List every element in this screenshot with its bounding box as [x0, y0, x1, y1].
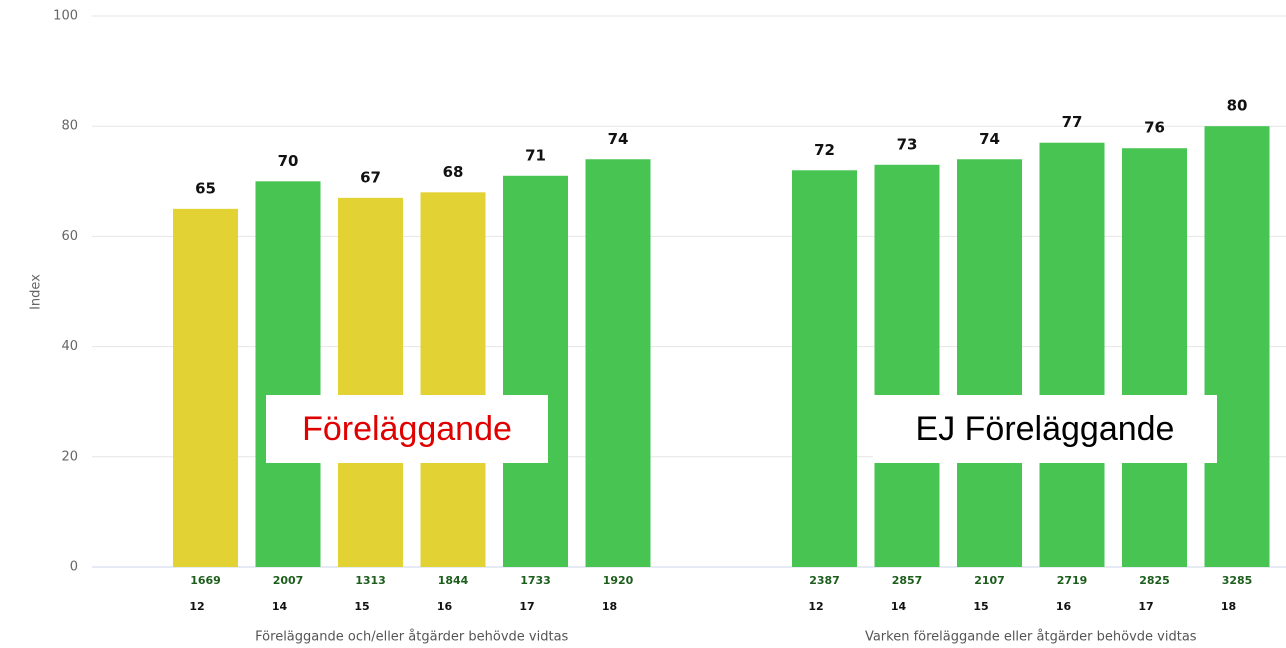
count-label: 1669	[190, 574, 221, 587]
value-label: 74	[608, 130, 629, 148]
value-label: 76	[1144, 119, 1165, 137]
bar	[874, 164, 940, 567]
count-label: 1313	[355, 574, 386, 587]
y-tick-label: 20	[61, 449, 78, 464]
annotation: Föreläggande	[302, 410, 512, 448]
x-tick-label: 18	[602, 600, 617, 613]
count-label: 2107	[974, 574, 1005, 587]
bar	[1122, 148, 1187, 568]
x-tick-label: 15	[354, 600, 369, 613]
count-label: 1733	[520, 574, 551, 587]
bar	[585, 159, 651, 567]
group-label: Föreläggande och/eller åtgärder behövde …	[255, 630, 568, 645]
y-axis-label: Index	[29, 274, 44, 310]
y-tick-label: 80	[61, 119, 78, 134]
x-tick-label: 12	[189, 600, 204, 613]
y-tick-label: 60	[61, 229, 78, 244]
bar	[792, 170, 857, 567]
value-label: 73	[897, 135, 918, 153]
value-label: 72	[814, 141, 835, 159]
count-label: 2719	[1057, 574, 1088, 587]
y-tick-label: 100	[53, 9, 78, 24]
value-label: 65	[195, 179, 216, 197]
value-label: 67	[360, 168, 381, 186]
bar	[173, 208, 238, 567]
count-label: 3285	[1222, 574, 1253, 587]
bar	[1204, 126, 1270, 567]
value-label: 74	[979, 130, 1000, 148]
x-tick-label: 14	[272, 600, 288, 613]
x-tick-label: 17	[1138, 600, 1153, 613]
annotation: EJ Föreläggande	[916, 410, 1175, 448]
bar	[420, 192, 486, 567]
value-label: 80	[1227, 97, 1248, 115]
count-label: 2007	[273, 574, 304, 587]
bar	[1039, 142, 1105, 568]
x-tick-label: 12	[808, 600, 823, 613]
bar	[957, 159, 1022, 567]
value-label: 68	[443, 163, 464, 181]
value-label: 70	[278, 152, 299, 170]
annotation-box	[873, 395, 1217, 463]
x-tick-label: 15	[973, 600, 988, 613]
y-tick-label: 40	[61, 339, 78, 354]
count-label: 1844	[438, 574, 469, 587]
annotation-box	[266, 395, 548, 463]
bar	[255, 181, 321, 568]
count-label: 1920	[603, 574, 634, 587]
x-tick-label: 16	[1056, 600, 1072, 613]
value-label: 77	[1062, 113, 1083, 131]
count-label: 2857	[892, 574, 923, 587]
bar	[338, 197, 403, 567]
x-tick-label: 14	[891, 600, 907, 613]
value-label: 71	[525, 146, 546, 164]
bar	[503, 175, 568, 568]
group-label: Varken föreläggande eller åtgärder behöv…	[865, 630, 1197, 645]
y-tick-label: 0	[70, 560, 78, 575]
x-tick-label: 18	[1221, 600, 1236, 613]
x-tick-label: 17	[519, 600, 534, 613]
count-label: 2387	[809, 574, 840, 587]
x-tick-label: 16	[437, 600, 453, 613]
count-label: 2825	[1139, 574, 1170, 587]
